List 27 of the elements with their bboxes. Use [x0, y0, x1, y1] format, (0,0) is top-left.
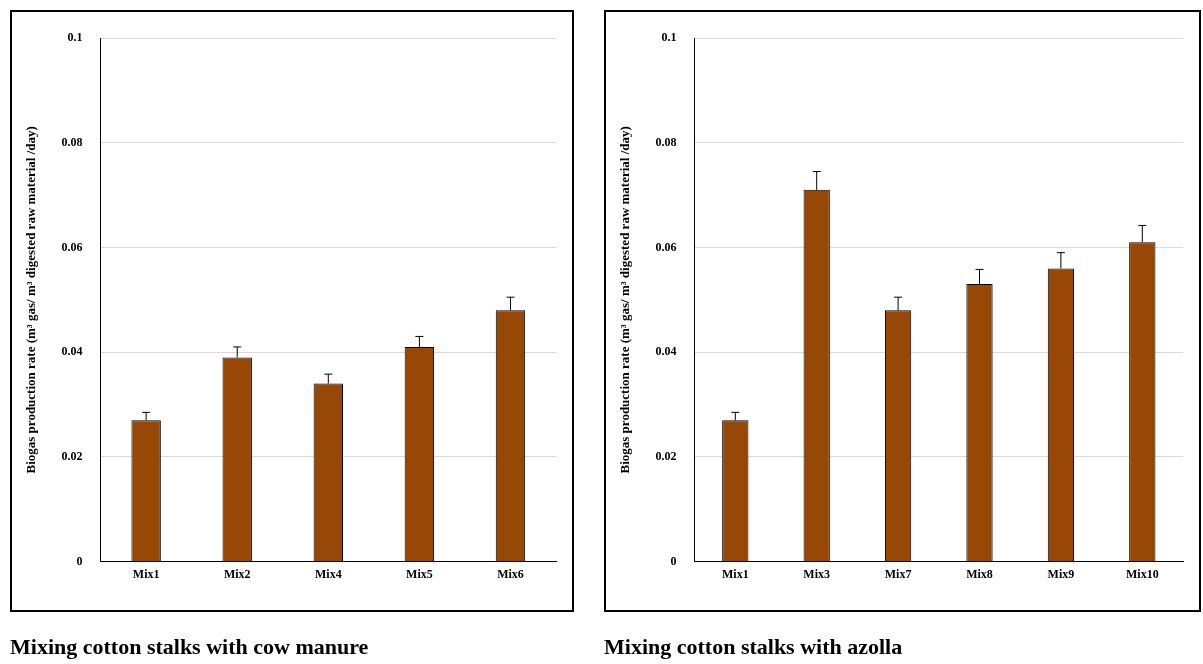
- y-axis-title: Biogas production rate (m³ gas/ m³ digested raw material /day): [617, 126, 633, 474]
- x-tick-label: Mix2: [223, 566, 251, 581]
- x-tick-label: Mix5: [406, 566, 433, 581]
- y-tick-label: 0.02: [61, 448, 83, 463]
- y-tick-label: 0.04: [655, 344, 677, 359]
- x-tick-label: Mix9: [1047, 566, 1075, 581]
- x-tick-label: Mix1: [721, 566, 749, 581]
- y-tick-label: 0: [670, 553, 677, 568]
- text: Mixing cotton stalks with azolla: [604, 634, 904, 660]
- y-tick-label: 0.06: [655, 239, 677, 254]
- y-tick-label: 0.08: [61, 134, 83, 149]
- y-tick-label: 0: [76, 553, 83, 568]
- x-tick-label: Mix7: [884, 566, 912, 581]
- x-tick-label: Mix3: [803, 566, 831, 581]
- y-tick-label: 0.1: [67, 30, 83, 45]
- y-tick-label: 0.08: [655, 134, 677, 149]
- x-tick-label: Mix8: [966, 566, 993, 581]
- y-axis-title: Biogas production rate (m³ gas/ m³ digested raw material /day): [23, 126, 39, 474]
- y-tick-label: 0.06: [61, 239, 83, 254]
- y-tick-label: 0.04: [61, 344, 83, 359]
- x-tick-label: Mix10: [1125, 566, 1159, 581]
- x-tick-label: Mix6: [497, 566, 524, 581]
- x-tick-label: Mix4: [314, 566, 342, 581]
- y-tick-label: 0.1: [661, 30, 677, 45]
- text: Mixing cotton stalks with cow manure: [10, 634, 370, 660]
- x-tick-label: Mix1: [132, 566, 160, 581]
- y-tick-label: 0.02: [655, 448, 677, 463]
